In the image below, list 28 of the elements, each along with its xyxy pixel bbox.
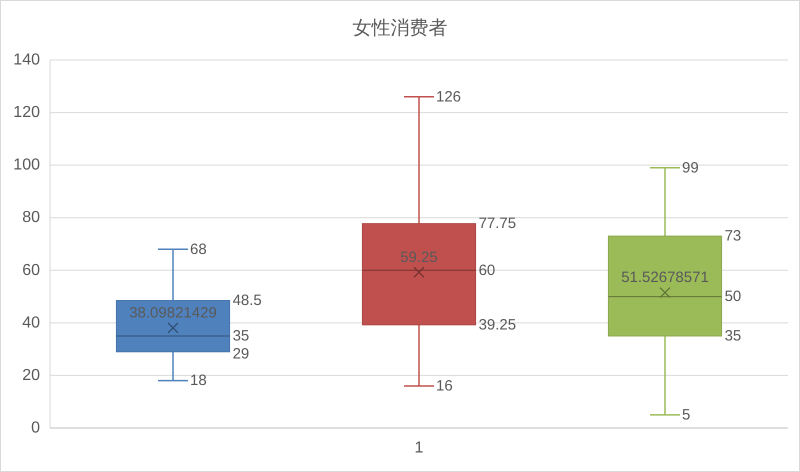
y-tick-label: 0 xyxy=(31,420,40,436)
annotation: 99 xyxy=(682,159,699,176)
x-tick-label: 1 xyxy=(414,440,424,456)
annotation: 5 xyxy=(682,406,690,424)
y-tick-label: 40 xyxy=(22,314,40,332)
annotation: 29 xyxy=(232,346,250,362)
annotation: 77.75 xyxy=(478,215,516,232)
annotation: 50 xyxy=(724,288,742,306)
annotation: 38.09821429 xyxy=(129,304,217,322)
annotation: 68 xyxy=(190,240,207,258)
annotation: 60 xyxy=(478,262,496,279)
annotation: 126 xyxy=(436,88,462,106)
y-tick-label: 140 xyxy=(13,52,40,68)
y-tick-label: 100 xyxy=(13,156,40,174)
annotation: 18 xyxy=(190,372,207,390)
annotation: 48.5 xyxy=(232,292,262,310)
annotation: 35 xyxy=(724,328,742,344)
y-tick-label: 120 xyxy=(13,104,40,122)
annotation: 39.25 xyxy=(478,316,516,334)
title: 女性消费者 xyxy=(352,18,448,39)
y-tick-label: 20 xyxy=(22,366,40,384)
y-tick-label: 80 xyxy=(22,209,40,226)
y-tick-label: 60 xyxy=(22,262,40,279)
annotation: 16 xyxy=(436,377,453,394)
annotation: 59.25 xyxy=(400,248,438,266)
annotation: 73 xyxy=(724,228,742,245)
annotation: 51.52678571 xyxy=(621,269,709,286)
annotation: 35 xyxy=(232,328,250,344)
